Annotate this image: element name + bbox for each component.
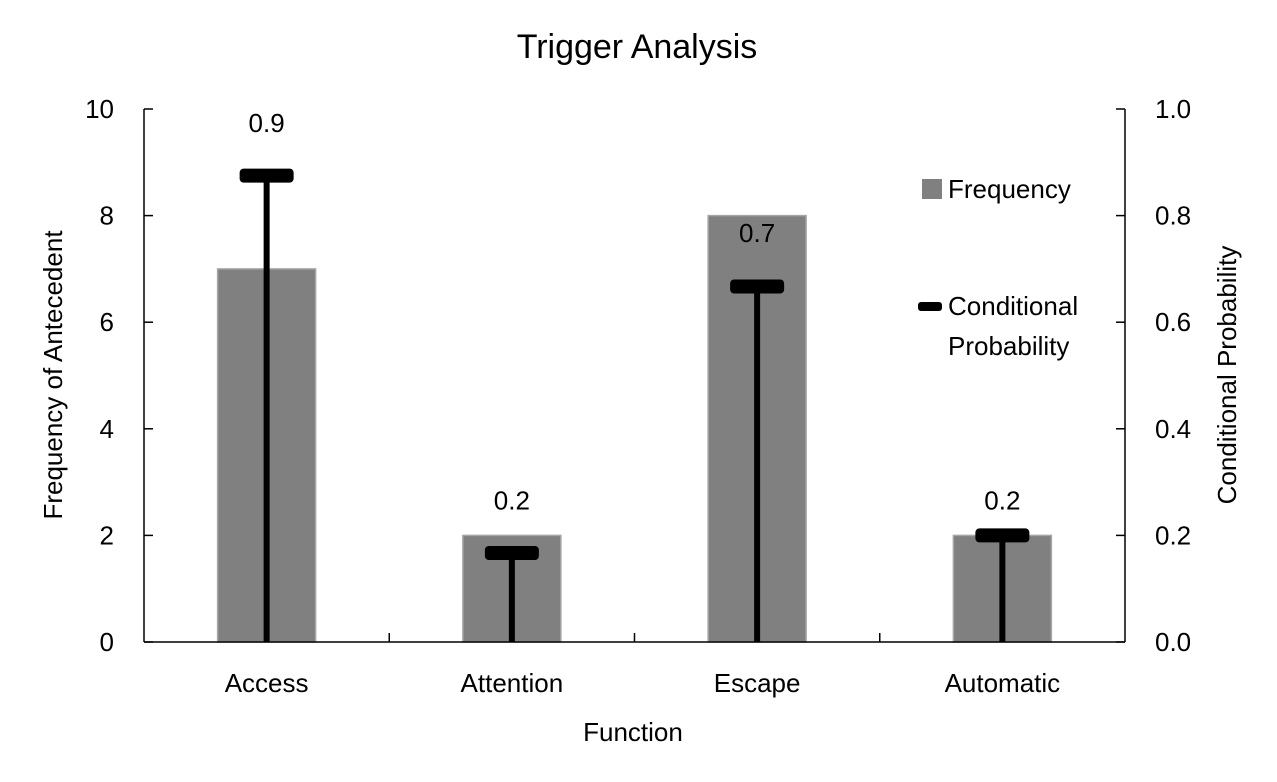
y-tick-label: 10 [85,94,114,124]
y2-tick-label: 0.6 [1155,307,1191,337]
legend: Frequency Conditional Probability [918,174,1085,361]
legend-label-frequency: Frequency [948,174,1071,204]
y-axis-label: Frequency of Antecedent [38,230,68,520]
data-label-conditional-probability: 0.7 [739,218,775,248]
marker-conditional-probability [975,528,1030,543]
legend-label-conditional-probability: Conditional Probability [948,291,1085,361]
legend-swatch-frequency [922,179,942,199]
x-tick-label: Access [225,668,309,698]
data-label-conditional-probability: 0.2 [494,485,530,515]
plot-area: 0 2 4 6 8 10 0.0 0.2 0.4 0.6 0.8 1.0 Access Attention… [85,94,1191,698]
y-tick-label: 2 [100,520,114,550]
y2-tick-label: 0.2 [1155,520,1191,550]
data-label-conditional-probability: 0.2 [984,485,1020,515]
y-tick-label: 4 [100,414,114,444]
y2-tick-label: 0.4 [1155,414,1191,444]
y2-tick-label: 0.0 [1155,627,1191,657]
marker-conditional-probability [239,168,294,183]
y-tick-label: 8 [100,201,114,231]
y-tick-label: 6 [100,307,114,337]
marker-conditional-probability [730,279,785,294]
legend-swatch-conditional-probability [918,302,942,311]
x-tick-label: Automatic [945,668,1061,698]
x-axis-label: Function [583,717,683,747]
marker-conditional-probability [484,545,539,560]
y2-tick-label: 1.0 [1155,94,1191,124]
chart-title: Trigger Analysis [517,28,758,66]
x-tick-label: Attention [461,668,564,698]
x-tick-label: Escape [714,668,801,698]
data-label-conditional-probability: 0.9 [249,108,285,138]
y2-axis-label: Conditional Probability [1212,246,1242,505]
y-tick-label: 0 [100,627,114,657]
y2-tick-label: 0.8 [1155,201,1191,231]
